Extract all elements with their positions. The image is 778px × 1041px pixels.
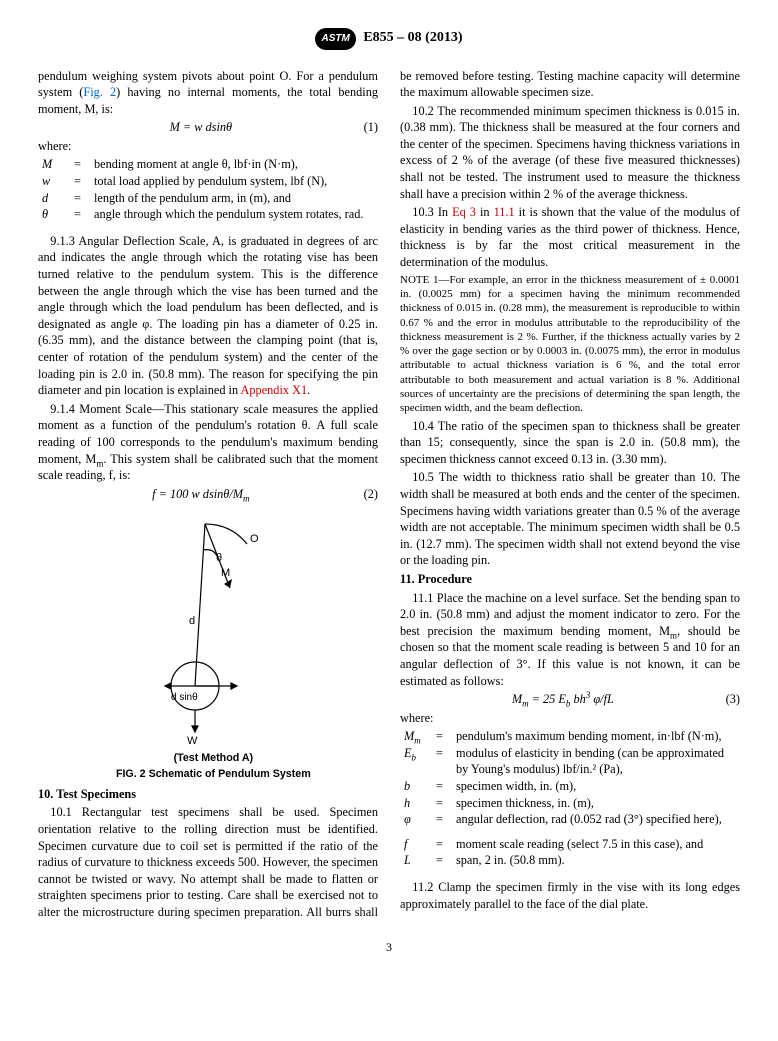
fig-caption: FIG. 2 Schematic of Pendulum System — [38, 767, 378, 781]
svg-text:d: d — [189, 615, 195, 627]
page-header: ASTM E855 – 08 (2013) — [38, 28, 740, 50]
para-914: 9.1.4 Moment Scale—This stationary scale… — [38, 401, 378, 484]
para-103: 10.3 In Eq 3 in 11.1 it is shown that th… — [400, 204, 740, 270]
equation-1: M = w dsinθ(1) — [38, 119, 378, 136]
svg-text:W: W — [187, 735, 198, 746]
astm-logo: ASTM — [315, 28, 355, 50]
svg-text:O: O — [250, 533, 259, 545]
page-number: 3 — [38, 939, 740, 955]
para-112: 11.2 Clamp the specimen firmly in the vi… — [400, 879, 740, 912]
section-11-head: 11. Procedure — [400, 571, 740, 588]
fig2-link[interactable]: Fig. 2 — [83, 85, 116, 99]
equation-3: Mm = 25 Eb bh3 φ/fL(3) — [400, 691, 740, 708]
fig-sub: (Test Method A) — [38, 751, 378, 765]
where-label: where: — [38, 138, 378, 155]
pendulum-svg: O M θ d d sinθ W — [113, 516, 303, 746]
para-111: 11.1 Place the machine on a level surfac… — [400, 590, 740, 690]
sec111-link[interactable]: 11.1 — [494, 205, 515, 219]
para-intro: pendulum weighing system pivots about po… — [38, 68, 378, 118]
definition-table-2: Mm=pendulum's maximum bending moment, in… — [400, 728, 740, 869]
svg-text:θ: θ — [216, 552, 222, 564]
svg-text:d sinθ: d sinθ — [171, 692, 198, 703]
figure-2: O M θ d d sinθ W (Test Method A) FIG. 2 … — [38, 516, 378, 781]
para-913: 9.1.3 Angular Deflection Scale, A, is gr… — [38, 233, 378, 399]
where-label-2: where: — [400, 710, 740, 727]
note-1: NOTE 1—For example, an error in the thic… — [400, 273, 740, 416]
definition-table-1: M=bending moment at angle θ, lbf·in (N·m… — [38, 156, 367, 222]
section-10-head: 10. Test Specimens — [38, 786, 378, 803]
para-102: 10.2 The recommended minimum specimen th… — [400, 103, 740, 203]
designation: E855 – 08 (2013) — [363, 30, 462, 45]
svg-text:M: M — [221, 567, 230, 579]
para-104: 10.4 The ratio of the specimen span to t… — [400, 418, 740, 468]
para-105: 10.5 The width to thickness ratio shall … — [400, 469, 740, 569]
equation-2: f = 100 w dsinθ/Mm(2) — [38, 486, 378, 503]
eq3-link[interactable]: Eq 3 — [452, 205, 476, 219]
appendix-link[interactable]: Appendix X1 — [241, 383, 308, 397]
